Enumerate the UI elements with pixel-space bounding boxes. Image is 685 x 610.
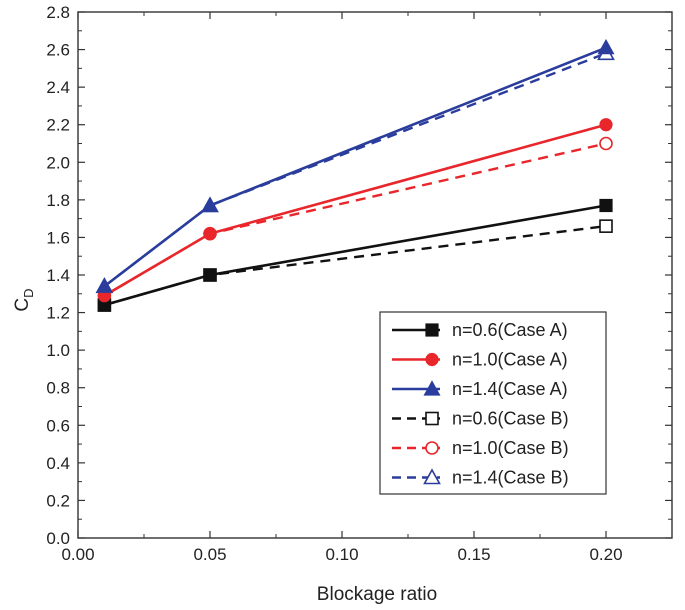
series-line	[103, 123, 607, 297]
legend-marker	[423, 468, 441, 485]
y-tick-label: 0.0	[46, 529, 70, 548]
y-tick-label: 0.6	[46, 416, 70, 435]
y-tick-label: 2.0	[46, 153, 70, 172]
x-tick-label: 0.00	[61, 545, 94, 564]
y-tick-label: 2.4	[46, 78, 70, 97]
y-axis-label-main: C	[12, 298, 33, 312]
legend-label: n=0.6(Case B)	[452, 409, 569, 429]
y-tick-label: 1.6	[46, 228, 70, 247]
data-point	[599, 136, 613, 151]
legend-label: n=1.0(Case B)	[452, 438, 569, 458]
series-0	[97, 198, 613, 312]
data-point	[203, 268, 217, 282]
data-point	[599, 219, 613, 233]
y-tick-label: 2.8	[46, 3, 70, 22]
legend-item-0: n=0.6(Case A)	[392, 320, 568, 340]
x-tick-label: 0.15	[457, 545, 490, 564]
data-point	[203, 227, 217, 241]
legend-label: n=1.0(Case A)	[452, 350, 568, 370]
y-tick-label: 1.8	[46, 191, 70, 210]
legend-label: n=0.6(Case A)	[452, 320, 568, 340]
series-3	[97, 219, 613, 312]
y-tick-label: 2.2	[46, 116, 70, 135]
legend-marker	[425, 323, 439, 337]
data-point	[599, 118, 613, 132]
x-tick-label: 0.20	[589, 545, 622, 564]
series-2	[95, 38, 615, 293]
y-tick-label: 0.4	[46, 454, 70, 473]
y-tick-label: 1.2	[46, 304, 70, 323]
data-point	[599, 198, 613, 213]
legend-item-1: n=1.0(Case A)	[392, 350, 568, 370]
legend-label: n=1.4(Case B)	[452, 468, 569, 488]
data-point	[95, 277, 113, 293]
legend-item-2: n=1.4(Case A)	[392, 379, 568, 399]
legend-marker	[423, 380, 441, 396]
data-point	[201, 196, 219, 213]
legend-marker	[425, 441, 439, 455]
series-line	[103, 52, 607, 288]
data-point	[597, 38, 615, 55]
y-tick-label: 1.0	[46, 341, 70, 360]
legend-label: n=1.4(Case A)	[452, 379, 568, 399]
y-tick-label: 2.6	[46, 41, 70, 60]
y-tick-label: 0.8	[46, 379, 70, 398]
x-tick-label: 0.10	[325, 545, 358, 564]
legend-marker	[425, 352, 439, 367]
series-line	[104, 204, 607, 307]
legend-box	[379, 311, 607, 495]
legend-item-5: n=1.4(Case B)	[392, 468, 569, 488]
series-1	[97, 118, 613, 303]
legend-item-3: n=0.6(Case B)	[392, 409, 569, 429]
series-4	[97, 136, 613, 303]
legend-item-4: n=1.0(Case B)	[392, 438, 569, 458]
y-axis-label: CD	[12, 288, 36, 311]
x-axis-label: Blockage ratio	[317, 584, 437, 605]
y-tick-label: 1.4	[46, 266, 70, 285]
legend-marker	[425, 411, 439, 426]
series-line	[104, 224, 607, 307]
x-tick-label: 0.05	[193, 545, 226, 564]
y-tick-label: 0.2	[46, 491, 70, 510]
y-axis-label-subscript: D	[21, 288, 36, 297]
